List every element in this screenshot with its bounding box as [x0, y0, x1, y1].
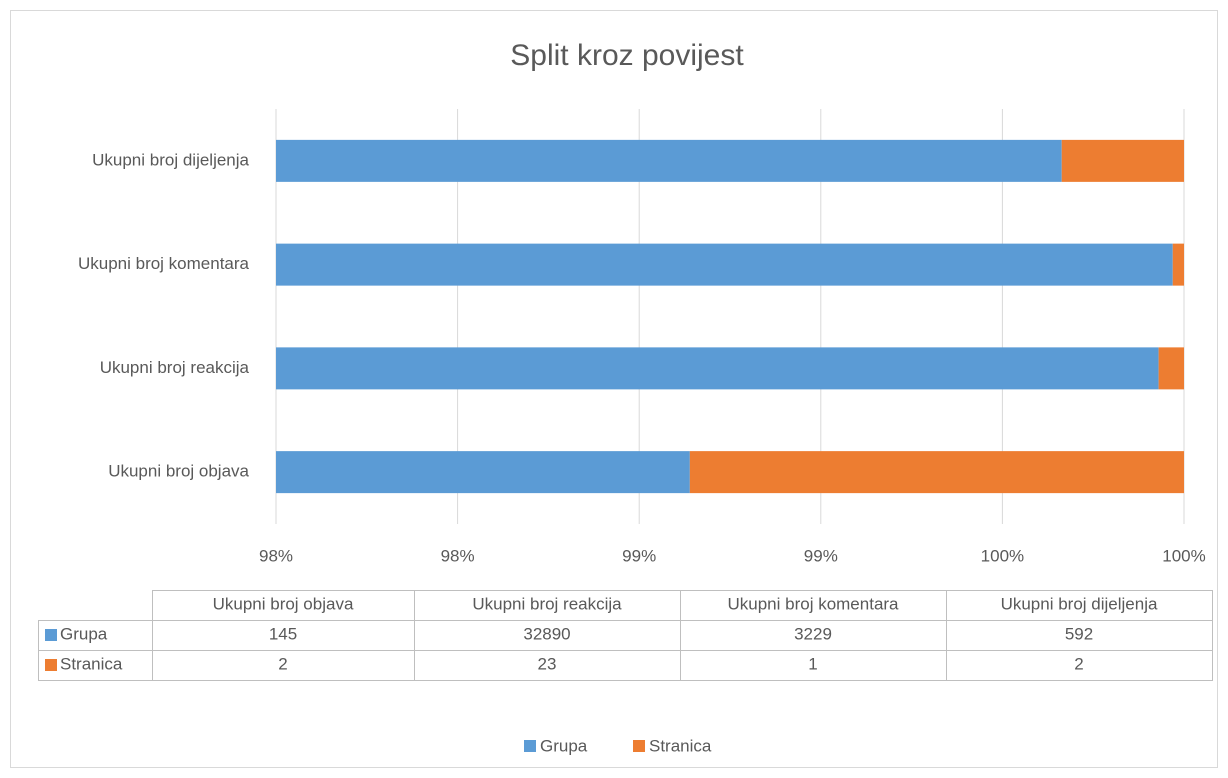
bar-segment [276, 243, 1173, 286]
x-tick-label: 100% [1162, 546, 1205, 565]
table-cell [946, 650, 1213, 681]
y-tick-label: Ukupni broj reakcija [100, 358, 250, 377]
y-tick-label: Ukupni broj objava [108, 462, 249, 481]
chart-title: Split kroz povijest [510, 39, 744, 72]
table-legend-key [45, 659, 57, 671]
y-tick-label: Ukupni broj dijeljenja [92, 150, 249, 169]
bar-segment [1061, 139, 1184, 182]
x-tick-label: 99% [804, 546, 838, 565]
table-header: Ukupni broj dijeljenja [1001, 594, 1158, 613]
table-value: 2 [1074, 654, 1083, 673]
legend-label: Grupa [540, 736, 588, 755]
table-value: 1 [808, 654, 817, 673]
legend-label: Stranica [649, 736, 712, 755]
table-value: 2 [278, 654, 287, 673]
table-header: Ukupni broj objava [213, 594, 354, 613]
bar-segment [1158, 347, 1184, 390]
table-value: 592 [1065, 624, 1093, 643]
table-value: 3229 [794, 624, 832, 643]
table-header: Ukupni broj komentara [727, 594, 899, 613]
bar-segment [689, 451, 1184, 494]
bar-segment [276, 139, 1062, 182]
legend-key [633, 740, 645, 752]
legend-key [524, 740, 536, 752]
table-legend-key [45, 629, 57, 641]
table-row-label: Grupa [60, 624, 108, 643]
table-row-label: Stranica [60, 654, 123, 673]
table-value: 145 [269, 624, 297, 643]
x-tick-label: 98% [441, 546, 475, 565]
x-tick-label: 100% [981, 546, 1024, 565]
y-tick-label: Ukupni broj komentara [78, 254, 250, 273]
bar-segment [276, 451, 690, 494]
table-value: 23 [538, 654, 557, 673]
table-header: Ukupni broj reakcija [472, 594, 622, 613]
bar-segment [276, 347, 1159, 390]
x-tick-label: 98% [259, 546, 293, 565]
x-tick-label: 99% [622, 546, 656, 565]
bar-segment [1172, 243, 1184, 286]
table-value: 32890 [523, 624, 570, 643]
